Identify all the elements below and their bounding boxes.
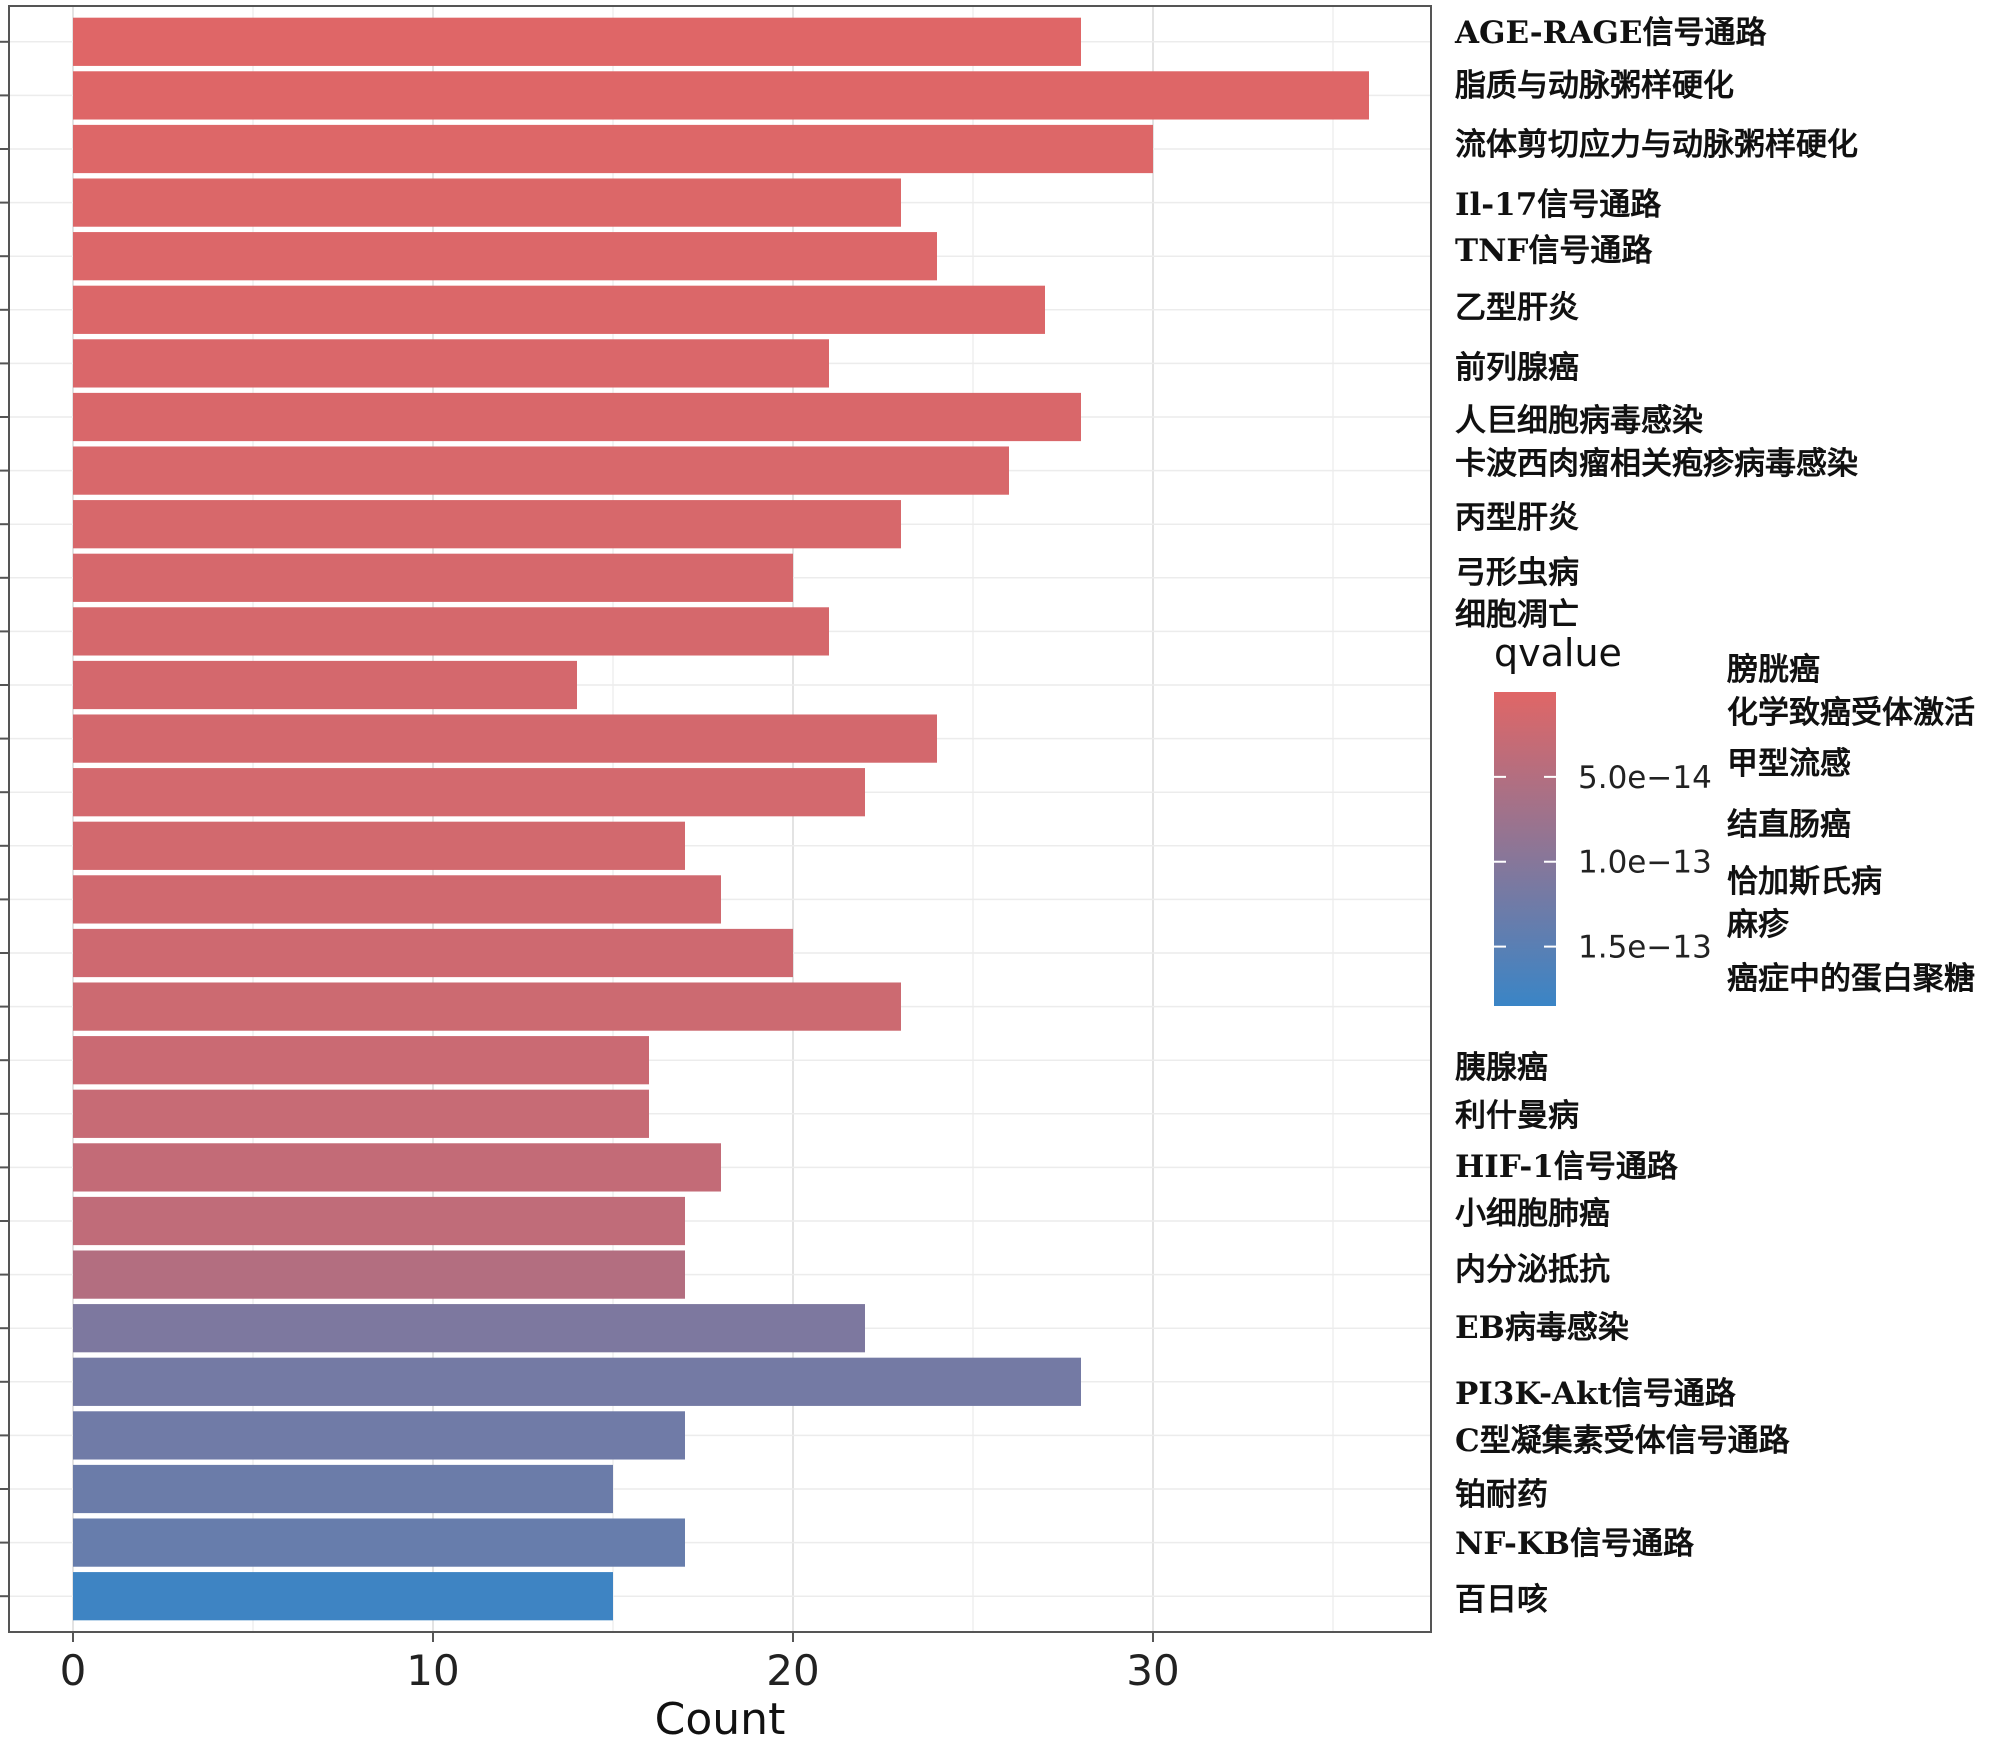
- category-label: 甲型流感: [1727, 746, 1851, 782]
- category-label: 癌症中的蛋白聚糖: [1727, 961, 1975, 997]
- bar: [73, 446, 1009, 495]
- legend-tick-label: 1.5e−13: [1578, 930, 1712, 966]
- bar: [73, 339, 829, 388]
- category-label: 胰腺癌: [1455, 1050, 1548, 1086]
- legend-tick-label: 1.0e−13: [1578, 845, 1712, 881]
- category-label: Il-17信号通路: [1455, 187, 1662, 223]
- bar: [73, 1250, 685, 1299]
- bar: [73, 1036, 649, 1085]
- bar: [73, 1196, 685, 1246]
- category-label: 膀胱癌: [1727, 652, 1820, 688]
- bar: [73, 607, 829, 656]
- bar: [73, 392, 1081, 442]
- category-label: 麻疹: [1727, 907, 1790, 943]
- category-label: 细胞凋亡: [1455, 597, 1579, 633]
- category-label: PI3K-Akt信号通路: [1455, 1376, 1737, 1412]
- bar: [73, 1143, 721, 1192]
- bar: [73, 1357, 1081, 1406]
- category-label: 百日咳: [1455, 1582, 1548, 1618]
- bar: [73, 1572, 613, 1621]
- qvalue-legend: qvalue 5.0e−14 1.0e−13 1.5e−13: [1494, 631, 1712, 1006]
- legend-title: qvalue: [1494, 631, 1622, 675]
- category-label: 乙型肝炎: [1455, 290, 1579, 326]
- category-label: 丙型肝炎: [1455, 500, 1579, 536]
- legend-tick-label: 5.0e−14: [1578, 760, 1712, 796]
- category-label: 脂质与动脉粥样硬化: [1455, 68, 1734, 104]
- bar: [73, 17, 1081, 66]
- category-label: 利什曼病: [1455, 1098, 1579, 1134]
- bar: [73, 821, 685, 870]
- category-label: 结直肠癌: [1727, 807, 1851, 843]
- category-label: 流体剪切应力与动脉粥样硬化: [1455, 127, 1858, 163]
- bar: [73, 500, 901, 549]
- bar: [73, 1411, 685, 1460]
- bar: [73, 768, 865, 817]
- category-label: HIF-1信号通路: [1455, 1149, 1679, 1185]
- x-tick-label: 20: [766, 1646, 819, 1695]
- bar: [73, 285, 1045, 334]
- bar: [73, 71, 1369, 120]
- bar: [73, 1464, 613, 1514]
- category-label: 内分泌抵抗: [1455, 1252, 1610, 1288]
- category-label: NF-KB信号通路: [1455, 1526, 1695, 1562]
- bar: [73, 660, 577, 710]
- bar: [73, 553, 793, 602]
- category-label: 人巨细胞病毒感染: [1455, 403, 1703, 439]
- bar: [73, 1304, 865, 1353]
- category-label: 化学致癌受体激活: [1727, 695, 1975, 731]
- category-label: 弓形虫病: [1455, 555, 1579, 591]
- bar: [73, 928, 793, 978]
- bars: [73, 17, 1369, 1621]
- x-tick-label: 10: [406, 1646, 459, 1695]
- category-label: C型凝集素受体信号通路: [1455, 1423, 1791, 1459]
- category-label: 卡波西肉瘤相关疱疹病毒感染: [1455, 446, 1858, 482]
- x-tick-label: 0: [60, 1646, 87, 1695]
- bar: [73, 875, 721, 924]
- y-axis-ticks: [0, 40, 9, 1598]
- category-label: 前列腺癌: [1455, 350, 1579, 386]
- legend-color-bar: [1494, 692, 1556, 1006]
- bar: [73, 232, 937, 281]
- x-tick-label: 30: [1126, 1646, 1179, 1695]
- bar: [73, 178, 901, 227]
- plot-panel-border: [8, 5, 1432, 1633]
- category-label: TNF信号通路: [1455, 233, 1653, 269]
- bar: [73, 714, 937, 763]
- category-label: AGE-RAGE信号通路: [1454, 15, 1768, 51]
- category-label: 小细胞肺癌: [1455, 1196, 1610, 1232]
- bar: [73, 1089, 649, 1138]
- category-label: 恰加斯氏病: [1727, 864, 1882, 900]
- x-axis-title: Count: [655, 1694, 786, 1745]
- bar: [73, 1518, 685, 1567]
- bar: [73, 982, 901, 1031]
- bar: [73, 124, 1153, 174]
- category-label: 铂耐药: [1455, 1477, 1548, 1513]
- category-label: EB病毒感染: [1455, 1310, 1629, 1346]
- x-axis: 0 10 20 30: [60, 1632, 1180, 1695]
